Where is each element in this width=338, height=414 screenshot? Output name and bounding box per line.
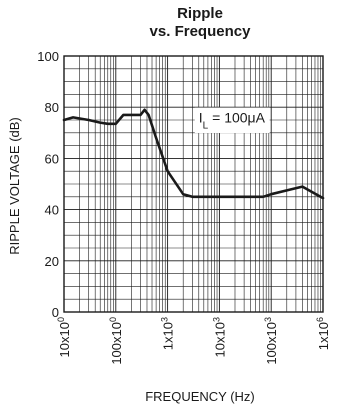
y-tick-label: 20 bbox=[45, 254, 59, 269]
x-tick-base: 1x10 bbox=[161, 322, 176, 350]
x-tick-base: 10x10 bbox=[57, 322, 72, 357]
annotation-text: IL = 100μA bbox=[199, 110, 266, 132]
annotation-main: I bbox=[199, 110, 203, 126]
y-tick-label: 0 bbox=[52, 305, 59, 320]
series-layer bbox=[62, 108, 325, 200]
annotation-subscript: L bbox=[203, 120, 209, 131]
x-tick-base: 1x10 bbox=[316, 322, 331, 350]
plot-border bbox=[63, 55, 324, 313]
x-tick-exponent: 0 bbox=[56, 317, 66, 322]
plot-grid bbox=[63, 55, 323, 313]
y-tick-label: 40 bbox=[45, 203, 59, 218]
annotation-background bbox=[194, 107, 270, 134]
y-tick-label: 60 bbox=[45, 151, 59, 166]
x-tick-label: 100x103 bbox=[263, 317, 279, 365]
x-tick-label: 100x100 bbox=[108, 317, 124, 365]
y-tick-label: 80 bbox=[45, 100, 59, 115]
x-axis-label: FREQUENCY (Hz) bbox=[145, 389, 255, 404]
chart-subtitle: vs. Frequency bbox=[150, 23, 252, 40]
x-tick-label: 10x103 bbox=[211, 317, 227, 357]
x-tick-exponent: 3 bbox=[211, 317, 221, 322]
x-tick-label: 1x103 bbox=[160, 317, 176, 350]
x-tick-base: 100x10 bbox=[264, 322, 279, 365]
x-tick-base: 100x10 bbox=[109, 322, 124, 365]
y-axis-label: RIPPLE VOLTAGE (dB) bbox=[7, 117, 22, 255]
x-tick-base: 10x10 bbox=[212, 322, 227, 357]
annotation-rest: = 100μA bbox=[208, 110, 265, 126]
x-tick-exponent: 0 bbox=[108, 317, 118, 322]
x-tick-exponent: 6 bbox=[315, 317, 325, 322]
ripple-series-line bbox=[62, 108, 325, 200]
x-tick-label: 10x100 bbox=[56, 317, 72, 357]
chart-title: Ripple bbox=[177, 5, 223, 22]
x-tick-label: 1x106 bbox=[315, 317, 331, 350]
y-tick-label: 100 bbox=[37, 49, 59, 64]
current-annotation: IL = 100μA bbox=[194, 107, 270, 134]
y-tick-labels: 0 20 40 60 80 100 bbox=[37, 49, 59, 320]
x-tick-exponent: 3 bbox=[263, 317, 273, 322]
plot-frame bbox=[63, 55, 324, 313]
x-tick-exponent: 3 bbox=[160, 317, 170, 322]
